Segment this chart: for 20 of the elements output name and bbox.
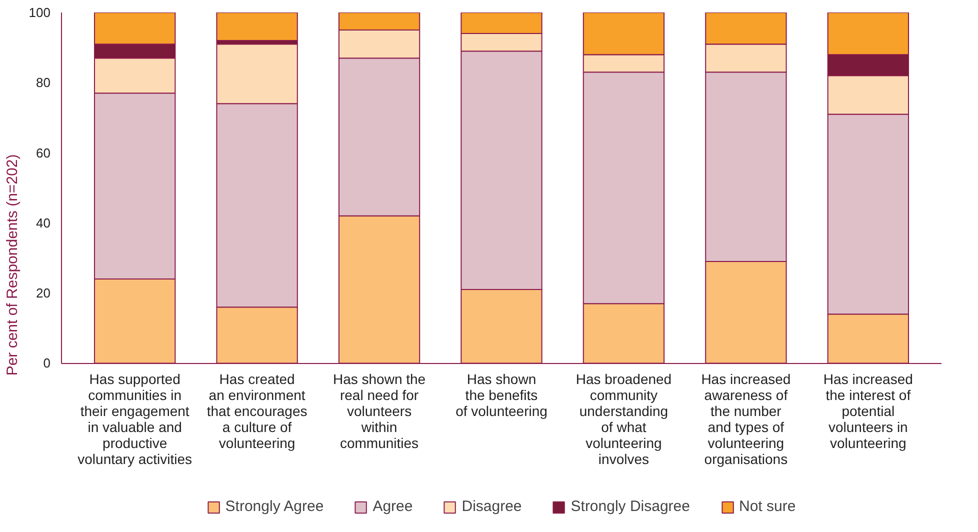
x-tick-label: Has supported communities in their engagement in valuable and productive voluntary activities <box>78 371 192 468</box>
x-tick-label: Has increased awareness of the number and types of volunteering organisations <box>701 371 791 468</box>
legend-label: Not sure <box>739 498 796 515</box>
y-tick-label: 60 <box>36 145 51 160</box>
x-tick-label: Has shown the real need for volunteers within communities <box>332 371 426 452</box>
x-tick-label: Has created an environment that encourages a culture of volunteering <box>206 371 308 452</box>
y-tick-label: 0 <box>43 356 51 371</box>
y-tick-label: 80 <box>36 75 51 90</box>
x-tick-label: Has shown the benefits of volunteering <box>456 371 548 420</box>
x-tick-label: Has increased the interest of potential volunteers in volunteering <box>823 371 913 452</box>
legend-label: Disagree <box>462 498 522 515</box>
legend-label: Agree <box>372 498 413 515</box>
y-axis-title: Per cent of Respondents (n=202) <box>4 154 21 376</box>
legend-label: Strongly Agree <box>225 498 324 515</box>
y-tick-label: 20 <box>36 286 51 301</box>
y-tick-label: 100 <box>28 5 51 20</box>
bar <box>216 12 298 42</box>
x-tick-label: Has broadened community understanding of what volunteering involves <box>576 371 672 468</box>
y-tick-label: 40 <box>36 215 51 230</box>
legend-label: Strongly Disagree <box>570 498 690 515</box>
